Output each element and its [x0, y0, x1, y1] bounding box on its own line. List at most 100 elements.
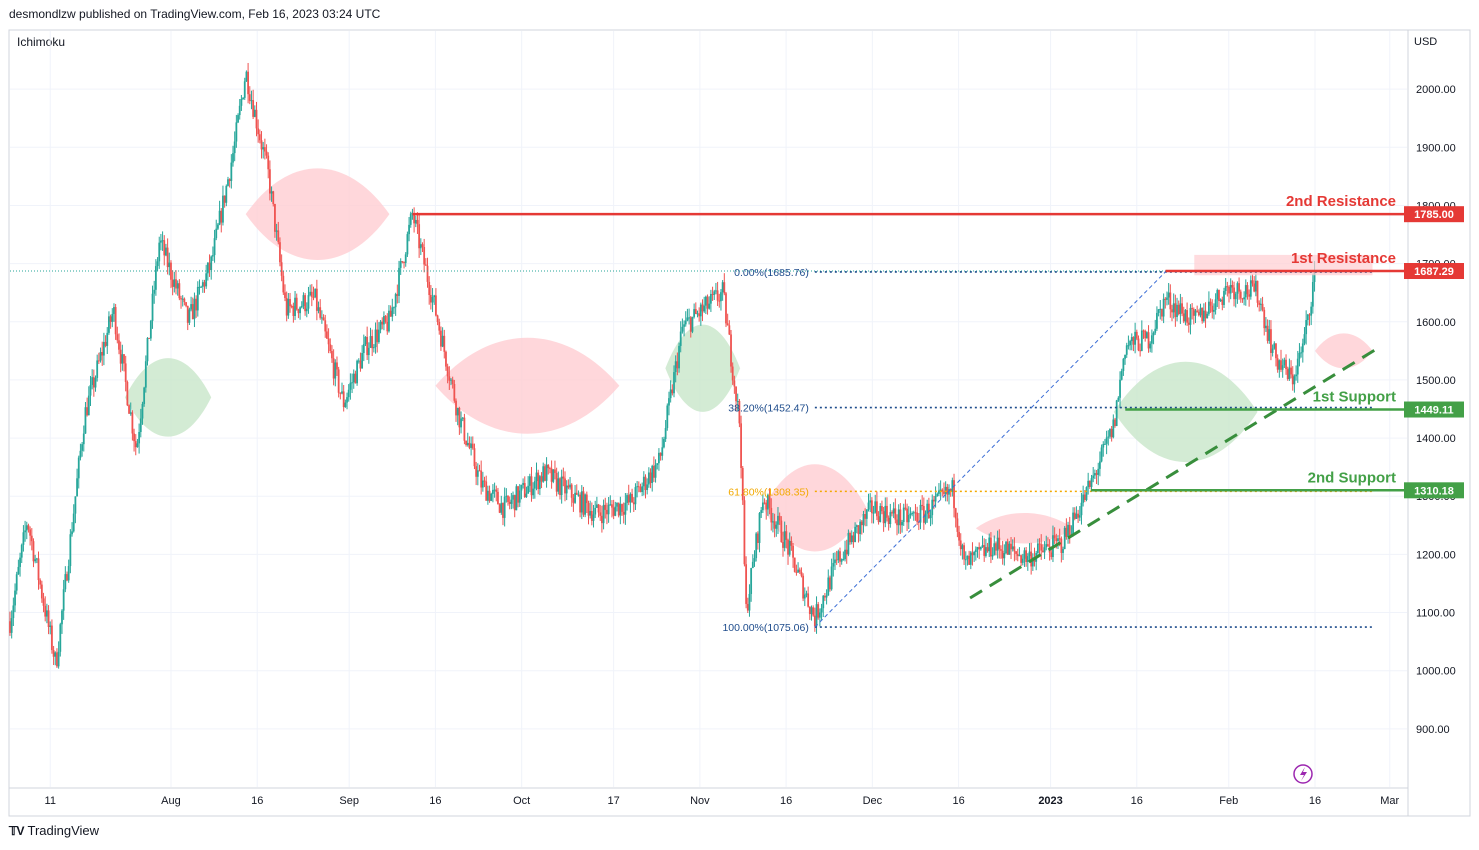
- candle-body: [726, 323, 729, 326]
- candle-body: [820, 608, 823, 613]
- candle-body: [584, 494, 587, 515]
- candle-body: [974, 549, 977, 552]
- candle-body: [111, 313, 114, 322]
- candle-body: [767, 494, 769, 510]
- candle-body: [1305, 320, 1308, 335]
- price-axis[interactable]: 900.001000.001100.001200.001300.001400.0…: [1404, 84, 1464, 736]
- candle-body: [601, 515, 603, 524]
- candle-body: [1149, 343, 1152, 349]
- candle-body: [639, 487, 642, 493]
- candle-body: [956, 518, 959, 532]
- candle-body: [1254, 280, 1257, 292]
- candle-body: [631, 493, 633, 503]
- time-axis[interactable]: 11 Aug 16 Sep 16 Oct 17 Nov 16 Dec 16 2023 16 Feb 16 Ma…: [45, 795, 1400, 807]
- candle-body: [364, 336, 367, 345]
- candle-body: [857, 525, 860, 535]
- candle-body: [1093, 473, 1096, 476]
- candle-body: [1110, 428, 1113, 438]
- candle-body: [966, 555, 969, 560]
- candle-body: [1080, 502, 1083, 516]
- time-tick-label: 16: [1131, 795, 1143, 807]
- candle-body: [377, 329, 380, 343]
- candle-body: [1107, 436, 1110, 438]
- candle-body: [29, 529, 32, 536]
- candle-body: [594, 507, 597, 515]
- candle-body: [228, 179, 231, 181]
- tradingview-brand[interactable]: 𝕋V TradingView: [9, 823, 99, 838]
- candle-body: [897, 509, 900, 526]
- candle-body: [1083, 494, 1086, 500]
- candle-body: [205, 273, 208, 287]
- candle-body: [912, 512, 915, 514]
- candle-body: [1077, 513, 1080, 518]
- candle-body: [419, 244, 422, 249]
- candle-body: [1067, 524, 1069, 537]
- candle-body: [290, 306, 293, 308]
- alert-icon[interactable]: [1293, 764, 1313, 784]
- candle-body: [131, 412, 134, 434]
- candle-body: [97, 360, 100, 362]
- candle-body: [652, 465, 655, 478]
- candle-body: [906, 508, 908, 523]
- candle-body: [668, 398, 670, 406]
- candle-body: [96, 360, 99, 378]
- candle-body: [663, 438, 665, 448]
- candle-body: [12, 605, 15, 619]
- candle-body: [775, 524, 778, 529]
- candle-body: [324, 320, 327, 332]
- candle-body: [1213, 309, 1215, 312]
- candle-body: [1281, 365, 1284, 370]
- candle-body: [357, 360, 360, 362]
- candle-body: [604, 504, 607, 510]
- candle-body: [1122, 358, 1125, 371]
- candle-body: [1120, 370, 1123, 380]
- candle-body: [173, 279, 176, 287]
- candle-body: [793, 557, 796, 572]
- candle-body: [522, 483, 524, 485]
- candle-body: [441, 335, 444, 347]
- fib-level-label: 100.00%(1075.06): [722, 622, 808, 634]
- candle-body: [922, 506, 925, 523]
- price-tick-label: 2000.00: [1416, 84, 1456, 96]
- price-tick-label: 1100.00: [1416, 608, 1455, 620]
- candle-body: [574, 492, 576, 503]
- indicator-label[interactable]: Ichimoku: [17, 35, 66, 49]
- candle-body: [1303, 334, 1306, 344]
- candle-body: [144, 361, 147, 388]
- candle-body: [1290, 367, 1292, 375]
- candle-body: [1117, 397, 1120, 401]
- candle-body: [190, 304, 192, 310]
- candle-body: [245, 71, 248, 82]
- candle-body: [1224, 286, 1227, 291]
- candle-body: [45, 610, 48, 617]
- candle-body: [545, 464, 548, 481]
- candle-body: [181, 298, 184, 300]
- candle-body: [396, 294, 399, 296]
- candle-body: [1283, 359, 1286, 366]
- candle-body: [689, 317, 692, 332]
- candle-body: [1268, 329, 1271, 341]
- candle-body: [870, 500, 873, 514]
- candle-body: [230, 162, 233, 181]
- candle-body: [599, 512, 602, 516]
- candle-body: [183, 298, 186, 303]
- candle-body: [87, 395, 90, 416]
- candle-body: [317, 307, 320, 311]
- candle-body: [134, 441, 137, 448]
- candle-body: [297, 309, 300, 314]
- candle-body: [743, 500, 746, 565]
- candle-body: [1171, 309, 1173, 313]
- candle-body: [191, 304, 194, 320]
- candle-body: [66, 574, 68, 581]
- candle-body: [1246, 285, 1249, 295]
- candle-body: [1065, 527, 1068, 537]
- candle-body: [637, 486, 640, 488]
- candle-body: [128, 405, 130, 414]
- time-tick-label: 16: [429, 795, 441, 807]
- candle-body: [1243, 297, 1246, 300]
- candle-body: [349, 382, 352, 390]
- candle-body: [383, 316, 385, 325]
- candle-body: [1062, 548, 1064, 553]
